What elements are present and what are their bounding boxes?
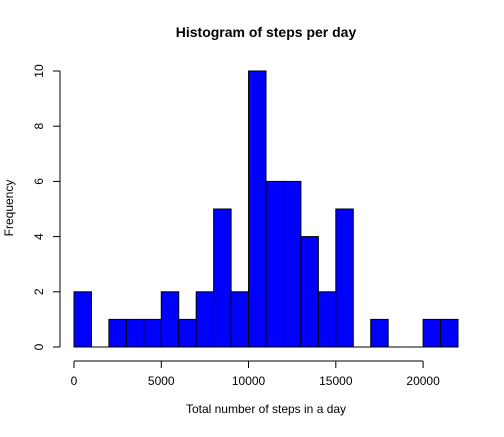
histogram-bar bbox=[195, 291, 215, 348]
chart-title: Histogram of steps per day bbox=[176, 24, 357, 40]
y-tick-label: 8 bbox=[32, 123, 46, 130]
histogram-bar bbox=[248, 70, 267, 348]
x-axis: 0 5000 10000 15000 20000 bbox=[71, 360, 440, 388]
x-tick-label: 5000 bbox=[148, 374, 175, 388]
histogram-bar bbox=[108, 318, 127, 348]
histogram-bar bbox=[213, 208, 232, 348]
bars-layer bbox=[73, 70, 459, 348]
histogram-bar bbox=[422, 318, 442, 348]
x-tick-label: 10000 bbox=[232, 374, 266, 388]
histogram-bar bbox=[300, 236, 319, 348]
histogram-bar bbox=[160, 291, 180, 348]
histogram-bar bbox=[282, 180, 302, 348]
histogram-bar bbox=[125, 318, 145, 348]
y-tick-label: 10 bbox=[32, 64, 46, 78]
y-axis: 0 2 4 6 8 10 bbox=[32, 64, 61, 350]
x-tick-label: 0 bbox=[71, 374, 78, 388]
histogram-bar bbox=[143, 318, 162, 348]
y-tick-label: 2 bbox=[32, 288, 46, 295]
x-tick-label: 20000 bbox=[406, 374, 440, 388]
x-axis-label: Total number of steps in a day bbox=[186, 402, 346, 416]
histogram-bar bbox=[317, 291, 337, 348]
histogram-bar bbox=[178, 318, 197, 348]
histogram-bar bbox=[370, 318, 389, 348]
histogram-bar bbox=[265, 180, 284, 348]
histogram-bar bbox=[335, 208, 354, 348]
y-tick-label: 4 bbox=[32, 233, 46, 240]
y-axis-label: Frequency bbox=[2, 180, 16, 237]
histogram-bar bbox=[440, 318, 459, 348]
y-tick-label: 6 bbox=[32, 178, 46, 185]
x-tick-label: 15000 bbox=[319, 374, 353, 388]
histogram-bar bbox=[230, 291, 250, 348]
histogram-bar bbox=[73, 291, 92, 348]
y-tick-label: 0 bbox=[32, 343, 46, 350]
